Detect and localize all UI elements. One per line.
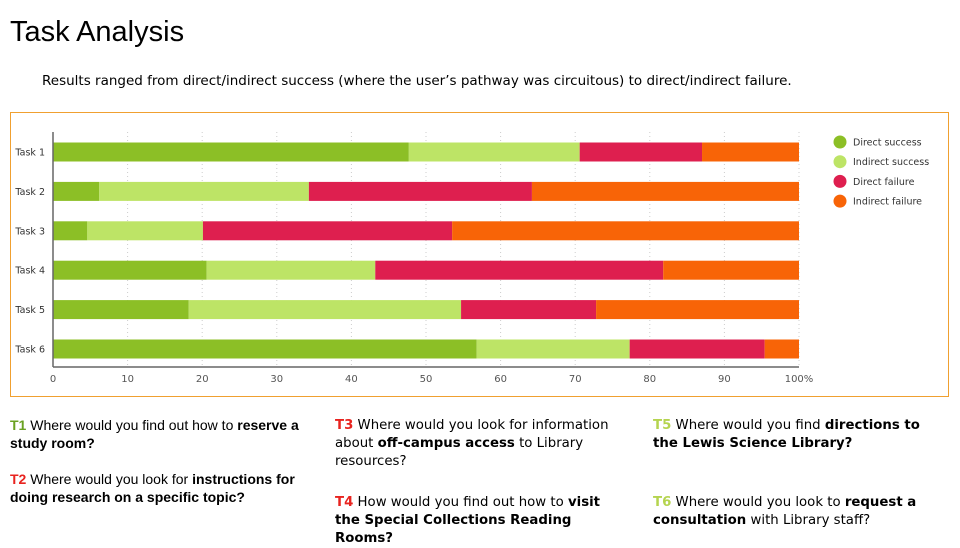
- bar-segment-indirect-success: [476, 339, 630, 359]
- bar-segment-indirect-failure: [663, 260, 799, 280]
- bar-segment-indirect-success: [408, 142, 580, 162]
- legend-label: Indirect failure: [853, 197, 922, 208]
- task-id-label: T6: [653, 495, 672, 510]
- x-tick-label: 50: [420, 374, 433, 385]
- question-t5: T5 Where would you find directions to th…: [653, 417, 943, 453]
- bar-segment-indirect-failure: [452, 221, 799, 241]
- x-tick-label: 70: [569, 374, 582, 385]
- legend-swatch: [833, 194, 847, 208]
- bar-segment-indirect-failure: [531, 181, 799, 201]
- y-category-label: Task 3: [14, 226, 45, 237]
- y-category-label: Task 2: [14, 187, 45, 198]
- question-text: reserve a study room?: [10, 417, 299, 451]
- bar-segment-direct-success: [53, 181, 100, 201]
- bar-segment-direct-success: [53, 300, 189, 320]
- bar-segment-direct-failure: [629, 339, 765, 359]
- task-id-label: T1: [10, 417, 27, 433]
- bar-segment-direct-success: [53, 221, 88, 241]
- task-id-label: T3: [335, 418, 354, 433]
- y-category-label: Task 6: [14, 345, 45, 356]
- question-text: Where would you look to: [671, 495, 845, 510]
- task-id-label: T5: [653, 418, 672, 433]
- question-text: How would you find out how to: [353, 495, 568, 510]
- task-id-label: T2: [10, 471, 27, 487]
- legend-label: Indirect success: [853, 157, 929, 168]
- bar-segment-direct-failure: [308, 181, 532, 201]
- y-category-label: Task 4: [14, 266, 45, 277]
- bar-segment-indirect-success: [188, 300, 462, 320]
- bar-segment-indirect-failure: [764, 339, 799, 359]
- question-text: with Library staff?: [746, 513, 871, 528]
- x-tick-label: 0: [50, 374, 56, 385]
- x-tick-label: 10: [121, 374, 134, 385]
- bar-segment-direct-success: [53, 142, 409, 162]
- bar-segment-direct-success: [53, 339, 477, 359]
- question-text: Where would you look for: [26, 471, 193, 487]
- question-text: to Library resources?: [335, 436, 584, 469]
- x-tick-label: 30: [270, 374, 283, 385]
- y-category-label: Task 5: [14, 305, 45, 316]
- bar-segment-indirect-failure: [702, 142, 799, 162]
- chart-frame: [10, 112, 949, 397]
- legend-label: Direct success: [853, 138, 922, 149]
- bar-segment-indirect-success: [206, 260, 376, 280]
- legend-swatch: [833, 155, 847, 169]
- question-t3: T3 Where would you look for information …: [335, 417, 625, 471]
- task-id-label: T4: [335, 495, 354, 510]
- question-t1: T1 Where would you find out how to reser…: [10, 416, 310, 452]
- bar-segment-indirect-success: [87, 221, 203, 241]
- question-t2: T2 Where would you look for instructions…: [10, 470, 310, 506]
- x-tick-label: 80: [643, 374, 656, 385]
- question-text: directions to the Lewis Science Library?: [653, 418, 920, 451]
- question-text: Where would you find: [671, 418, 825, 433]
- legend-swatch: [833, 174, 847, 188]
- bar-segment-direct-failure: [375, 260, 664, 280]
- question-text: off-campus access: [377, 436, 515, 451]
- x-tick-label: 40: [345, 374, 358, 385]
- bar-segment-indirect-success: [99, 181, 309, 201]
- page-title: Task Analysis: [10, 16, 185, 48]
- question-text: instructions for doing research on a spe…: [10, 471, 295, 505]
- x-tick-label: 60: [494, 374, 507, 385]
- subtitle: Results ranged from direct/indirect succ…: [42, 73, 792, 89]
- x-tick-label: 20: [196, 374, 209, 385]
- bar-segment-direct-failure: [579, 142, 703, 162]
- y-category-label: Task 1: [14, 148, 45, 159]
- bar-segment-indirect-failure: [596, 300, 799, 320]
- question-text: request a consultation: [653, 495, 917, 528]
- question-text: Where would you look for information abo…: [335, 418, 609, 451]
- x-tick-label: 90: [718, 374, 731, 385]
- legend-label: Direct failure: [853, 177, 915, 188]
- bar-segment-direct-success: [53, 260, 207, 280]
- question-t6: T6 Where would you look to request a con…: [653, 494, 943, 530]
- question-text: Where would you find out how to: [26, 417, 238, 433]
- legend-swatch: [833, 135, 847, 149]
- x-tick-label: 100%: [785, 374, 814, 385]
- bar-segment-direct-failure: [202, 221, 453, 241]
- bar-segment-direct-failure: [461, 300, 597, 320]
